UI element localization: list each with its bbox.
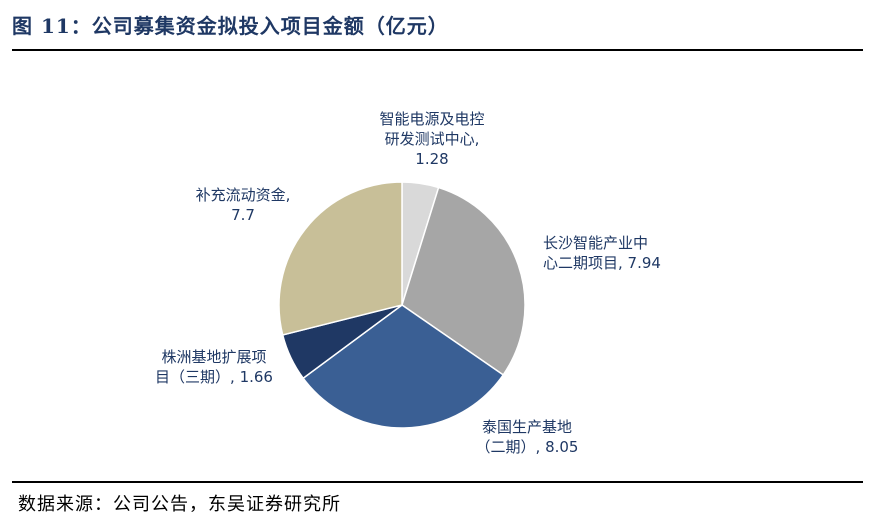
slice-label-line: 7.7 (231, 206, 255, 224)
slice-label: 智能电源及电控研发测试中心, 1.28 (379, 110, 484, 168)
pie-slice (302, 304, 505, 429)
slice-label-line: 目（三期）, 1.66 (155, 368, 273, 386)
slice-label: 补充流动资金, 7.7 (196, 186, 291, 224)
chart-title: 图 11：公司募集资金拟投入项目金额（亿元） (12, 14, 449, 38)
slice-label-line: 补充流动资金, (196, 186, 291, 204)
pie-slice (278, 181, 403, 336)
slice-label-line: 研发测试中心, (385, 130, 480, 148)
slice-label-line: 株洲基地扩展项 (161, 348, 266, 366)
source-note: 数据来源：公司公告，东吴证券研究所 (18, 494, 341, 515)
slice-label: 长沙智能产业中心二期项目, 7.94 (543, 234, 661, 272)
slice-label: 泰国生产基地 （二期）, 8.05 (476, 418, 579, 456)
pie-slices (278, 181, 526, 429)
footer-divider (12, 481, 863, 483)
slice-label-line: 泰国生产基地 (482, 418, 572, 436)
title-divider (12, 49, 863, 51)
slice-label-line: 心二期项目, 7.94 (543, 254, 661, 272)
slice-label-line: 长沙智能产业中 (543, 234, 648, 252)
slice-label: 株洲基地扩展项目（三期）, 1.66 (155, 348, 273, 386)
slice-label-line: 智能电源及电控 (379, 110, 484, 128)
pie-slice (401, 186, 526, 376)
slice-label-line: 1.28 (415, 150, 448, 168)
slice-label-line: （二期）, 8.05 (476, 438, 579, 456)
pie-labels: 智能电源及电控研发测试中心, 1.28 长沙智能产业中心二期项目, 7.94 泰国生产… (155, 110, 661, 456)
